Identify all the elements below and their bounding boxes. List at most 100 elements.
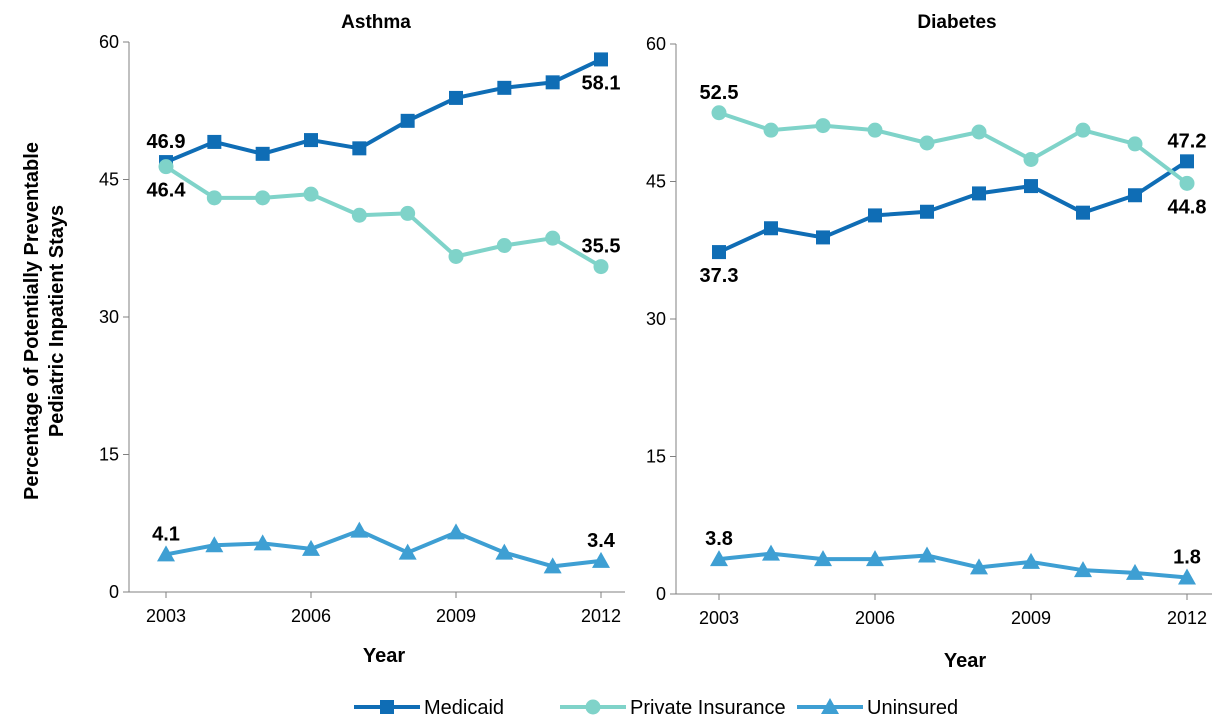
data-label: 4.1 — [152, 523, 180, 545]
diabetes-panel: Diabetes 0 15 30 45 60 2003 2006 2009 2012 Year 52.… — [646, 12, 1212, 672]
data-point-medicaid — [545, 75, 560, 90]
series-medicaid — [159, 52, 608, 170]
data-point-uninsured — [157, 545, 175, 562]
data-point-private-insurance — [400, 205, 416, 221]
data-label: 3.4 — [587, 530, 616, 552]
data-point-uninsured — [302, 539, 320, 556]
data-point-uninsured — [918, 546, 936, 563]
y-axis-title: Percentage of Potentially Preventable Pe… — [21, 142, 68, 500]
data-point-uninsured — [866, 550, 884, 567]
data-label: 35.5 — [582, 236, 621, 258]
x-axis-title: Year — [944, 650, 986, 672]
series-line-medicaid — [165, 57, 602, 164]
data-point-private-insurance — [763, 122, 779, 138]
data-point-private-insurance — [919, 135, 935, 151]
data-point-medicaid — [594, 52, 608, 67]
data-point-private-insurance — [351, 207, 367, 223]
asthma-panel: Asthma 0 15 30 45 60 2003 2006 2009 2012 Year 46.9 4… — [99, 12, 625, 667]
x-tick-label: 2006 — [855, 608, 895, 628]
data-point-medicaid — [1024, 179, 1038, 194]
legend-item-uninsured: Uninsured — [797, 697, 958, 719]
legend-marker-private-insurance — [585, 699, 601, 715]
series-private-insurance — [158, 159, 609, 275]
data-point-uninsured — [710, 550, 728, 567]
series-line-uninsured — [165, 528, 602, 569]
data-point-medicaid — [207, 134, 222, 149]
data-point-medicaid — [400, 113, 415, 128]
data-point-uninsured — [447, 523, 465, 540]
series-line-uninsured — [718, 551, 1188, 580]
data-label: 52.5 — [700, 82, 739, 104]
data-point-private-insurance — [158, 159, 174, 175]
data-label: 47.2 — [1168, 130, 1207, 152]
data-label: 58.1 — [582, 72, 621, 94]
data-label: 1.8 — [1173, 547, 1201, 569]
y-tick-label: 15 — [99, 445, 119, 465]
data-point-uninsured — [592, 551, 610, 568]
x-tick-label: 2006 — [291, 606, 331, 626]
data-point-uninsured — [543, 557, 562, 574]
legend-marker-uninsured — [821, 698, 839, 714]
data-point-private-insurance — [593, 259, 609, 275]
data-point-private-insurance — [815, 118, 831, 134]
data-point-uninsured — [253, 534, 272, 551]
data-point-medicaid — [449, 90, 463, 105]
data-point-uninsured — [205, 536, 224, 553]
series-uninsured — [710, 544, 1196, 585]
data-point-uninsured — [762, 544, 780, 561]
y-tick-label: 0 — [656, 584, 666, 604]
x-tick-label: 2012 — [1167, 608, 1207, 628]
x-tick-label: 2009 — [436, 606, 476, 626]
data-point-private-insurance — [971, 124, 987, 140]
data-point-medicaid — [304, 133, 318, 148]
data-point-medicaid — [1076, 205, 1090, 220]
y-tick-label: 45 — [646, 172, 666, 192]
y-tick-label: 60 — [99, 32, 119, 52]
legend: Medicaid Private Insurance Uninsured — [354, 697, 958, 719]
data-point-medicaid — [868, 208, 882, 223]
data-point-uninsured — [1126, 563, 1144, 580]
data-point-medicaid — [352, 141, 367, 156]
data-point-uninsured — [1074, 561, 1092, 578]
series-private-insurance — [711, 105, 1195, 191]
data-point-uninsured — [814, 550, 832, 567]
series-line-private-insurance — [164, 164, 603, 269]
y-tick-label: 60 — [646, 34, 666, 54]
y-axis-title-line-2: Pediatric Inpatient Stays — [46, 205, 68, 437]
data-label: 44.8 — [1168, 196, 1207, 218]
data-point-uninsured — [1022, 552, 1040, 569]
data-label: 46.9 — [147, 131, 186, 153]
data-point-private-insurance — [1075, 122, 1091, 138]
x-axis-title: Year — [363, 645, 405, 667]
legend-item-medicaid: Medicaid — [354, 697, 504, 719]
data-point-private-insurance — [711, 105, 727, 121]
data-point-private-insurance — [206, 190, 222, 206]
series-line-medicaid — [718, 159, 1189, 254]
legend-label: Medicaid — [424, 697, 504, 719]
data-label: 46.4 — [147, 180, 187, 202]
data-point-medicaid — [497, 80, 512, 95]
x-tick-label: 2003 — [146, 606, 186, 626]
data-point-private-insurance — [448, 249, 464, 264]
x-tick-label: 2003 — [699, 608, 739, 628]
data-point-private-insurance — [1179, 175, 1195, 191]
data-label: 37.3 — [700, 265, 739, 287]
data-point-private-insurance — [303, 186, 319, 202]
y-tick-label: 45 — [99, 170, 119, 190]
data-point-medicaid — [764, 221, 778, 236]
x-tick-label: 2009 — [1011, 608, 1051, 628]
data-point-uninsured — [1178, 568, 1196, 585]
series-uninsured — [157, 521, 610, 574]
series-medicaid — [712, 154, 1194, 260]
data-point-medicaid — [1180, 154, 1194, 169]
legend-label: Uninsured — [867, 697, 958, 719]
legend-label: Private Insurance — [630, 697, 786, 719]
data-point-private-insurance — [1127, 136, 1143, 152]
data-point-uninsured — [398, 543, 417, 560]
y-axis-title-line-1: Percentage of Potentially Preventable — [21, 142, 43, 500]
data-label: 3.8 — [705, 528, 733, 550]
y-tick-label: 30 — [99, 307, 119, 327]
data-point-medicaid — [255, 146, 270, 161]
data-point-private-insurance — [255, 190, 271, 206]
